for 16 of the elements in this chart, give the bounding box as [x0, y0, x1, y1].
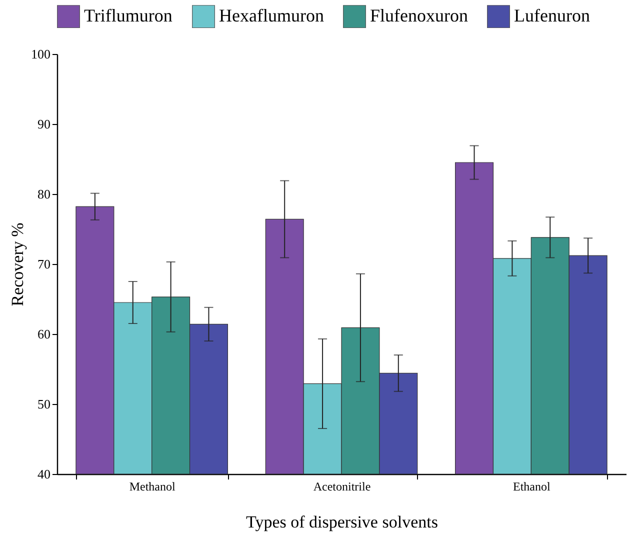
- y-tick-label: 80: [38, 186, 50, 202]
- y-tick-label: 90: [38, 116, 50, 132]
- y-axis-title: Recovery %: [8, 222, 27, 306]
- x-tick-label: Acetonitrile: [313, 480, 371, 494]
- y-tick-label: 100: [31, 46, 50, 62]
- y-tick-label: 50: [38, 396, 50, 412]
- x-axis-title: Types of dispersive solvents: [246, 512, 438, 532]
- y-tick-label: 60: [38, 326, 50, 342]
- x-tick-label: Methanol: [129, 480, 176, 494]
- y-tick-label: 70: [38, 256, 50, 272]
- legend-label: Flufenoxuron: [370, 6, 468, 26]
- y-tick-label: 40: [38, 466, 50, 482]
- legend-label: Hexaflumuron: [219, 6, 324, 26]
- legend-label: Triflumuron: [84, 6, 172, 26]
- x-tick-label: Ethanol: [513, 480, 551, 494]
- legend-label: Lufenuron: [514, 6, 590, 26]
